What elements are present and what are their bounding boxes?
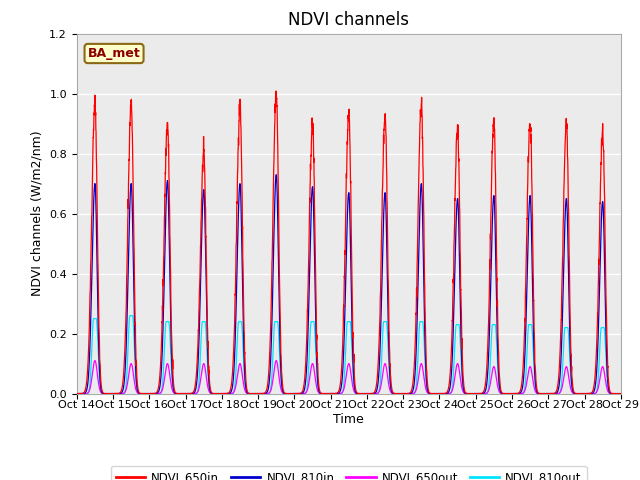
Text: BA_met: BA_met <box>88 47 140 60</box>
X-axis label: Time: Time <box>333 413 364 426</box>
Title: NDVI channels: NDVI channels <box>288 11 410 29</box>
Legend: NDVI_650in, NDVI_810in, NDVI_650out, NDVI_810out: NDVI_650in, NDVI_810in, NDVI_650out, NDV… <box>111 466 587 480</box>
Y-axis label: NDVI channels (W/m2/nm): NDVI channels (W/m2/nm) <box>31 131 44 297</box>
